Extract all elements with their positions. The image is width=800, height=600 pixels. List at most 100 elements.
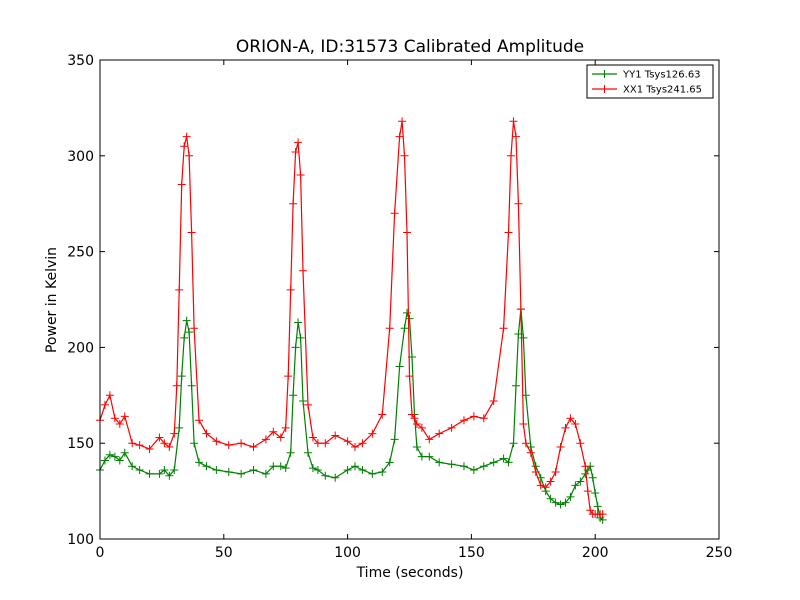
data-point [403,308,412,317]
data-point [286,285,295,294]
y-tick-label: 100 [67,532,94,548]
data-point [177,372,186,381]
data-point [425,452,434,461]
data-point [417,452,426,461]
data-point [182,316,191,325]
data-point [294,138,303,147]
legend-label-0: YY1 Tsys126.63 [622,70,701,81]
data-point [321,471,330,480]
data-point [405,372,414,381]
data-point [100,456,109,465]
plot-frame [99,59,720,540]
data-point [237,439,246,448]
data-point [368,429,377,438]
data-point [499,454,508,463]
data-point [571,420,580,429]
data-point [313,466,322,475]
data-point [303,400,312,409]
data-point [551,498,560,507]
series-line-0 [99,309,603,521]
data-point [276,433,285,442]
data-point [368,469,377,478]
data-point [170,429,179,438]
data-point [521,439,530,448]
data-point [294,318,303,327]
data-point [479,462,488,471]
data-point [576,477,585,486]
x-tick-label: 0 [96,545,105,561]
data-point [105,391,114,400]
data-point [546,477,555,486]
data-point [291,343,300,352]
series-line-1 [99,121,603,515]
data-point [185,328,194,337]
data-point [281,464,290,473]
data-point [195,458,204,467]
data-point [351,462,360,471]
data-point [249,443,258,452]
data-point [105,450,114,459]
data-point [395,362,404,371]
data-point [261,435,270,444]
data-point [598,510,607,519]
data-point [212,466,221,475]
data-point [519,333,528,342]
axes: 0 50 100 150 200 250 100 150 200 250 300 350 [67,53,732,561]
legend-marker-1 [600,85,609,93]
data-point [296,333,305,342]
y-tick-label: 200 [67,340,94,356]
data-point [447,460,456,469]
data-point [526,448,535,457]
data-point [195,416,204,425]
data-point [180,333,189,342]
data-point [155,433,164,442]
legend-marker-0 [600,70,609,78]
data-point [489,458,498,467]
data-point [110,452,119,461]
data-point [583,487,592,496]
data-point [351,443,360,452]
x-tick-label: 150 [458,545,485,561]
data-point [135,466,144,475]
data-point [303,448,312,457]
x-axis-title: Time (seconds) [356,565,464,581]
data-point [115,420,124,429]
data-point [400,324,409,333]
data-point [331,473,340,482]
data-point [296,170,305,179]
data-point [566,492,575,501]
data-point [531,467,540,476]
data-point [556,500,565,509]
legend-label-1: XX1 Tsys241.65 [623,85,702,96]
data-point [593,502,602,511]
data-point [581,462,590,471]
data-point [499,324,508,333]
data-point [249,466,258,475]
data-point [110,414,119,423]
data-point [128,439,137,448]
data-point [224,441,233,450]
data-point [514,199,523,208]
data-point [566,414,575,423]
y-axis-title: Power in Kelvin [44,247,60,353]
data-point [519,420,528,429]
data-point [390,209,399,218]
data-point [378,410,387,419]
data-point [410,414,419,423]
data-point [160,439,169,448]
data-point [308,464,317,473]
x-tick-label: 250 [706,545,733,561]
data-point [190,324,199,333]
data-point [212,437,221,446]
data-point [536,481,545,490]
y-tick-label: 150 [67,436,94,452]
data-point [378,467,387,476]
data-point [561,498,570,507]
data-point [507,151,516,160]
data-point [165,471,174,480]
series-1 [96,117,607,519]
data-point [509,439,518,448]
y-tick-label: 300 [67,149,94,165]
data-point [187,381,196,390]
